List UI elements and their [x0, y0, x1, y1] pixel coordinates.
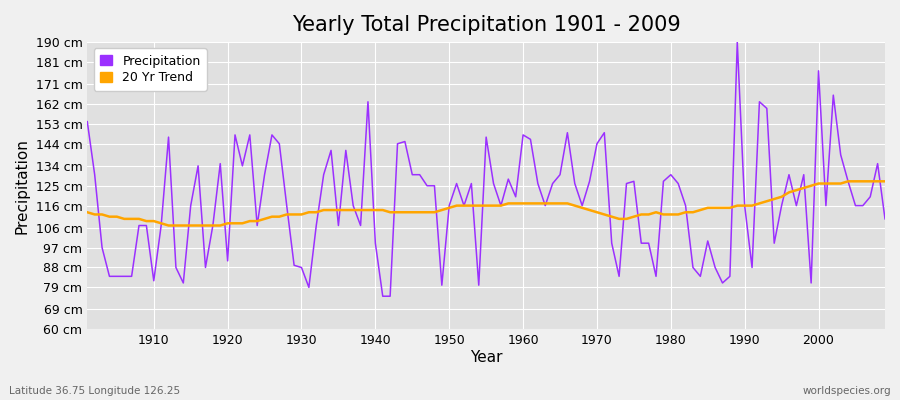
- Precipitation: [82, 119, 93, 124]
- X-axis label: Year: Year: [470, 350, 502, 365]
- 20 Yr Trend: [310, 210, 321, 215]
- Precipitation: [518, 132, 528, 137]
- Line: Precipitation: Precipitation: [87, 42, 885, 296]
- 20 Yr Trend: [525, 201, 535, 206]
- 20 Yr Trend: [842, 179, 853, 184]
- Line: 20 Yr Trend: 20 Yr Trend: [87, 181, 885, 226]
- 20 Yr Trend: [879, 179, 890, 184]
- Y-axis label: Precipitation: Precipitation: [15, 138, 30, 234]
- Precipitation: [525, 137, 535, 142]
- Precipitation: [377, 294, 388, 299]
- 20 Yr Trend: [614, 216, 625, 221]
- 20 Yr Trend: [141, 219, 152, 224]
- Precipitation: [879, 216, 890, 221]
- 20 Yr Trend: [82, 210, 93, 215]
- Text: Latitude 36.75 Longitude 126.25: Latitude 36.75 Longitude 126.25: [9, 386, 180, 396]
- Precipitation: [732, 40, 742, 44]
- Precipitation: [303, 285, 314, 290]
- Precipitation: [614, 274, 625, 279]
- Precipitation: [141, 223, 152, 228]
- 20 Yr Trend: [163, 223, 174, 228]
- Title: Yearly Total Precipitation 1901 - 2009: Yearly Total Precipitation 1901 - 2009: [292, 15, 680, 35]
- 20 Yr Trend: [356, 208, 366, 212]
- Legend: Precipitation, 20 Yr Trend: Precipitation, 20 Yr Trend: [94, 48, 207, 91]
- 20 Yr Trend: [518, 201, 528, 206]
- Precipitation: [347, 203, 358, 208]
- Text: worldspecies.org: worldspecies.org: [803, 386, 891, 396]
